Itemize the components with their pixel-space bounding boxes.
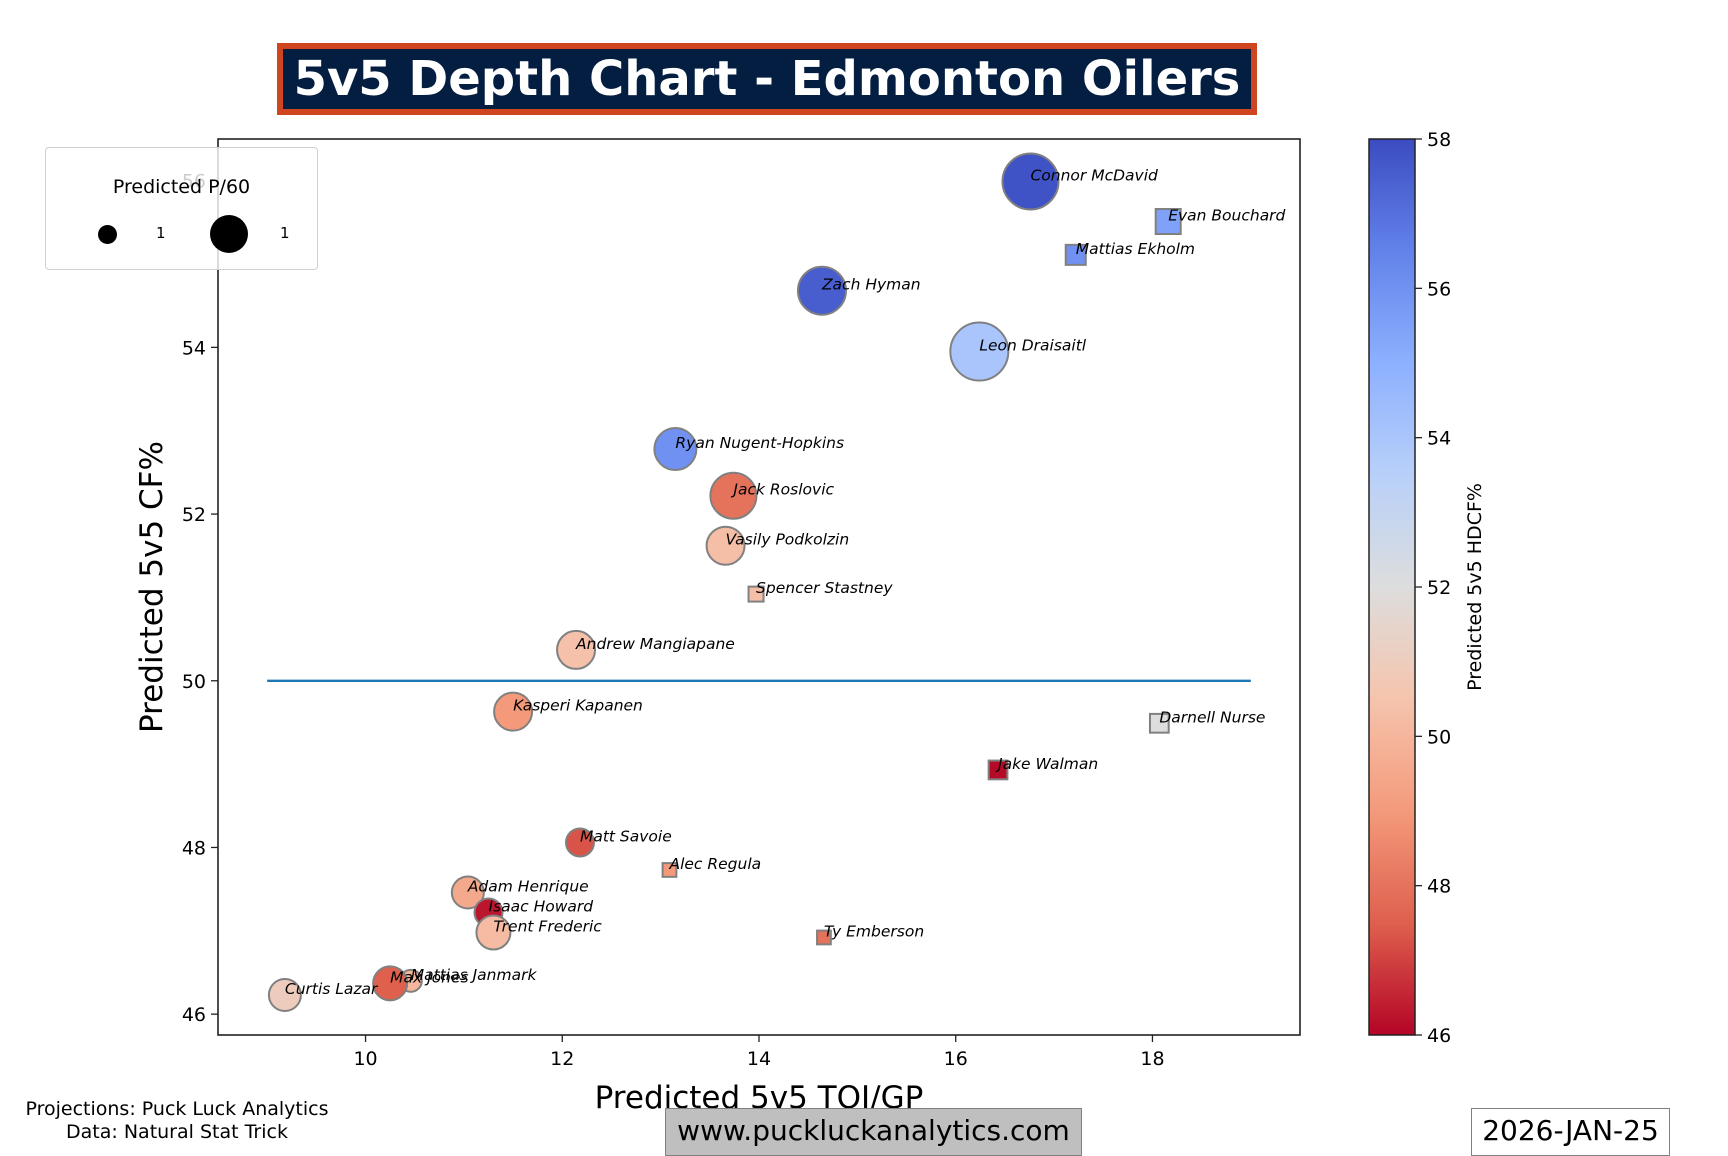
- point-label: Ryan Nugent-Hopkins: [675, 434, 844, 452]
- square-marker: [1148, 712, 1170, 734]
- data-point: Curtis Lazar: [267, 977, 379, 1012]
- point-label: Mattias Ekholm: [1076, 240, 1195, 258]
- point-label: Alec Regula: [668, 855, 761, 873]
- point-label: Vasily Podkolzin: [726, 531, 850, 549]
- data-point: Darnell Nurse: [1148, 708, 1265, 734]
- legend-label-small: 1: [156, 224, 166, 242]
- point-label: Spencer Stastney: [756, 579, 893, 597]
- point-label: Jake Walman: [995, 755, 1098, 773]
- point-label: Zach Hyman: [821, 276, 921, 294]
- data-point: Kasperi Kapanen: [493, 691, 643, 732]
- point-label: Matt Savoie: [580, 827, 672, 845]
- circle-marker: [372, 965, 409, 1002]
- point-label: Adam Henrique: [467, 877, 589, 895]
- circle-marker: [705, 525, 746, 566]
- y-tick-label: 48: [182, 837, 206, 859]
- colorbar-tick-label: 52: [1427, 577, 1451, 599]
- x-tick-label: 18: [1140, 1048, 1164, 1070]
- x-tick-label: 16: [944, 1048, 968, 1070]
- data-point: Adam Henrique: [450, 875, 589, 910]
- circle-marker: [493, 691, 534, 732]
- colorbar-title: Predicted 5v5 HDCF%: [1464, 483, 1486, 691]
- legend-marker-large: [210, 215, 248, 253]
- y-tick-label: 52: [182, 504, 206, 526]
- website-link[interactable]: www.puckluckanalytics.com: [665, 1108, 1082, 1156]
- circle-marker: [267, 977, 302, 1012]
- legend-label-large: 1: [280, 224, 290, 242]
- date-badge: 2026-JAN-25: [1471, 1108, 1670, 1156]
- circle-marker: [450, 875, 485, 910]
- point-label: Evan Bouchard: [1168, 207, 1285, 225]
- circle-marker: [653, 427, 698, 472]
- circle-marker: [1001, 152, 1060, 211]
- colorbar-tick-label: 48: [1427, 876, 1451, 898]
- projections-credit: Projections: Puck Luck Analytics: [25, 1098, 329, 1120]
- x-tick-label: 14: [747, 1048, 771, 1070]
- circle-marker: [564, 827, 595, 858]
- colorbar-tick-label: 56: [1427, 278, 1451, 300]
- circle-marker: [475, 914, 512, 951]
- data-point: Vasily Podkolzin: [705, 525, 850, 566]
- point-label: Darnell Nurse: [1159, 708, 1265, 726]
- circle-marker: [796, 265, 847, 316]
- data-point: Leon Draisaitl: [949, 321, 1087, 382]
- circle-marker: [556, 629, 597, 670]
- colorbar-tick-label: 46: [1427, 1025, 1451, 1047]
- square-marker: [747, 585, 765, 603]
- point-label: Mattias Janmark: [411, 966, 538, 984]
- data-point: Spencer Stastney: [747, 579, 893, 603]
- point-label: Kasperi Kapanen: [513, 697, 643, 715]
- x-tick-label: 10: [353, 1048, 377, 1070]
- circle-marker: [709, 471, 758, 520]
- circle-marker: [949, 321, 1010, 382]
- data-point: Zach Hyman: [796, 265, 921, 316]
- y-tick-label: 50: [182, 671, 206, 693]
- point-label: Max Jones: [390, 968, 468, 986]
- y-tick-label: 46: [182, 1004, 206, 1026]
- point-label: Connor McDavid: [1030, 167, 1158, 185]
- y-tick-label: 54: [182, 337, 206, 359]
- data-point: Alec Regula: [661, 855, 761, 878]
- square-marker: [661, 862, 678, 878]
- data-credit: Data: Natural Stat Trick: [66, 1121, 288, 1143]
- data-point: Jake Walman: [987, 755, 1098, 781]
- data-point: Ryan Nugent-Hopkins: [653, 427, 844, 472]
- x-tick-label: 12: [550, 1048, 574, 1070]
- y-axis-title: Predicted 5v5 CF%: [134, 441, 170, 733]
- square-marker: [1154, 208, 1182, 236]
- square-marker: [816, 929, 832, 946]
- data-point: Ty Emberson: [816, 922, 924, 946]
- colorbar-tick-label: 58: [1427, 129, 1451, 151]
- square-marker: [987, 759, 1009, 781]
- data-point: Matt Savoie: [564, 827, 672, 858]
- point-label: Isaac Howard: [489, 897, 594, 915]
- colorbar-tick-label: 54: [1427, 428, 1451, 450]
- point-label: Jack Roslovic: [730, 481, 834, 499]
- plot-area: 1012141618464850525456Predicted 5v5 TOI/…: [134, 138, 1301, 1116]
- credits: Projections: Puck Luck Analytics Data: N…: [12, 1098, 342, 1144]
- chart-title: 5v5 Depth Chart - Edmonton Oilers: [277, 43, 1257, 115]
- point-label: Trent Frederic: [493, 917, 602, 935]
- point-label: Andrew Mangiapane: [575, 635, 735, 653]
- colorbar-bar: [1368, 138, 1416, 1036]
- square-marker: [1064, 243, 1087, 266]
- colorbar: 46 48 50 52 54 56 58 Predicted 5v5 HDCF%: [1368, 129, 1486, 1047]
- data-point: Max Jones: [372, 965, 469, 1002]
- legend-title: Predicted P/60: [112, 176, 251, 198]
- point-label: Leon Draisaitl: [979, 337, 1086, 355]
- data-point: Trent Frederic: [475, 914, 602, 951]
- point-label: Curtis Lazar: [285, 980, 379, 998]
- data-point: Connor McDavid: [1001, 152, 1158, 211]
- data-point: Jack Roslovic: [709, 471, 835, 520]
- data-point: Evan Bouchard: [1154, 207, 1286, 236]
- point-label: Ty Emberson: [824, 922, 924, 940]
- data-point: Mattias Ekholm: [1064, 240, 1195, 266]
- colorbar-tick-label: 50: [1427, 726, 1451, 748]
- size-legend: Predicted P/60 1 1: [45, 147, 318, 270]
- data-point: Andrew Mangiapane: [556, 629, 735, 670]
- legend-marker-small: [98, 225, 117, 244]
